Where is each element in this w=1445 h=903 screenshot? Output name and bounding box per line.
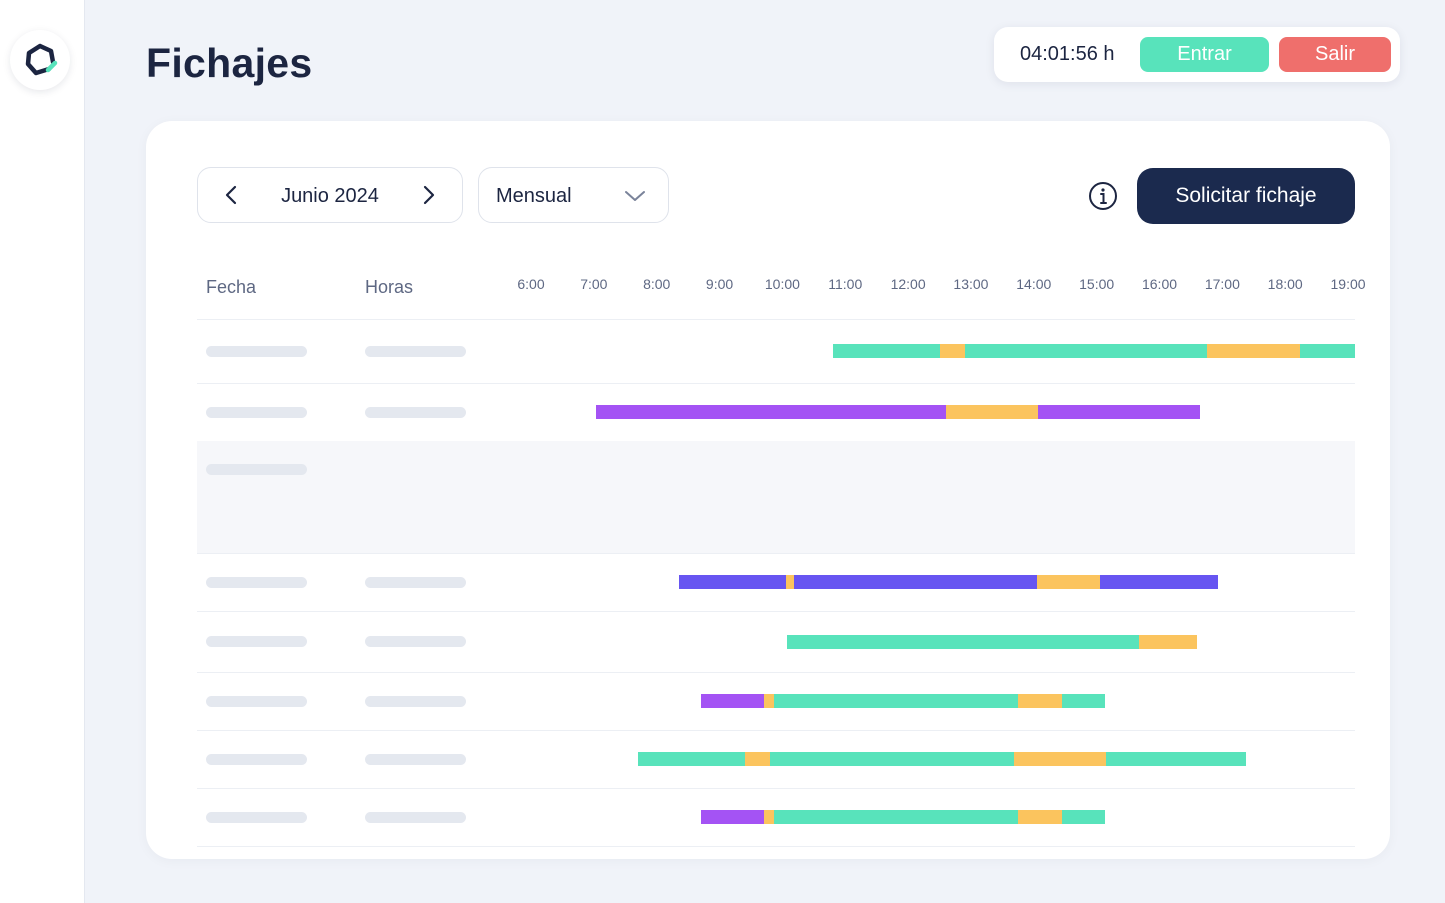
break-segment[interactable] <box>1206 344 1300 358</box>
hours-placeholder <box>365 345 466 357</box>
work-segment[interactable] <box>700 810 764 824</box>
chevron-left-icon[interactable] <box>220 183 244 207</box>
break-segment[interactable] <box>939 344 965 358</box>
hours-placeholder <box>365 636 466 647</box>
row-divider <box>197 383 1355 384</box>
work-segment[interactable] <box>678 575 786 589</box>
row-divider <box>197 730 1355 731</box>
month-label: Junio 2024 <box>281 185 379 207</box>
hours-placeholder <box>365 695 466 707</box>
clock-widget: 04:01:56 h Entrar Salir <box>994 27 1400 82</box>
app-logo-icon <box>25 43 58 76</box>
chevron-down-icon <box>625 191 645 201</box>
break-segment[interactable] <box>945 405 1039 419</box>
break-segment[interactable] <box>1018 810 1063 824</box>
work-segment[interactable] <box>637 752 745 766</box>
work-segment[interactable] <box>1038 405 1201 419</box>
row-divider <box>197 846 1355 847</box>
hour-label: 9:00 <box>705 276 734 292</box>
hour-label: 11:00 <box>828 276 863 292</box>
work-segment[interactable] <box>774 694 1019 708</box>
break-segment[interactable] <box>1013 752 1107 766</box>
break-segment[interactable] <box>744 752 770 766</box>
hour-label: 6:00 <box>517 276 545 292</box>
work-segment[interactable] <box>832 344 940 358</box>
row-divider <box>197 611 1355 612</box>
clock-out-button[interactable]: Salir <box>1279 37 1391 72</box>
work-segment[interactable] <box>1106 752 1247 766</box>
work-segment[interactable] <box>774 810 1019 824</box>
request-clocking-button[interactable]: Solicitar fichaje <box>1137 168 1355 224</box>
work-segment[interactable] <box>595 405 946 419</box>
hours-placeholder <box>365 811 466 823</box>
hour-label: 10:00 <box>764 276 800 292</box>
period-value: Mensual <box>496 185 572 207</box>
date-placeholder <box>206 345 307 357</box>
clock-in-button[interactable]: Entrar <box>1140 37 1269 72</box>
work-segment[interactable] <box>787 634 1139 649</box>
info-icon[interactable] <box>1088 181 1118 211</box>
weekend-row <box>197 497 1355 553</box>
hour-label: 17:00 <box>1204 276 1240 292</box>
date-placeholder <box>206 811 307 823</box>
column-header-hours: Horas <box>365 277 414 297</box>
work-segment[interactable] <box>769 752 1014 766</box>
hour-label: 19:00 <box>1330 276 1366 292</box>
date-placeholder <box>206 753 307 765</box>
row-divider <box>197 319 1355 320</box>
break-segment[interactable] <box>763 694 775 708</box>
date-placeholder <box>206 695 307 707</box>
break-segment[interactable] <box>1018 694 1063 708</box>
chevron-right-icon[interactable] <box>416 183 440 207</box>
hour-label: 13:00 <box>953 276 989 292</box>
hour-label: 18:00 <box>1267 276 1303 292</box>
month-navigator: Junio 2024 <box>197 167 463 223</box>
column-header-date: Fecha <box>206 277 257 297</box>
hours-placeholder <box>365 753 466 765</box>
sidebar <box>0 0 85 903</box>
elapsed-time: 04:01:56 h <box>1020 43 1115 65</box>
date-placeholder <box>206 406 307 418</box>
break-segment[interactable] <box>763 810 775 824</box>
work-segment[interactable] <box>793 575 1037 589</box>
date-placeholder <box>206 576 307 588</box>
row-divider <box>197 672 1355 673</box>
hour-label: 14:00 <box>1016 276 1052 292</box>
hour-label: 15:00 <box>1079 276 1115 292</box>
weekend-row <box>197 441 1355 497</box>
work-segment[interactable] <box>700 694 764 708</box>
work-segment[interactable] <box>1099 575 1218 589</box>
work-segment[interactable] <box>1062 694 1105 708</box>
timesheet-card: Junio 2024 Mensual Solicitar fichaje Fec… <box>146 121 1390 859</box>
work-segment[interactable] <box>1062 810 1105 824</box>
break-segment[interactable] <box>1036 575 1100 589</box>
date-placeholder <box>206 636 307 647</box>
hour-label: 16:00 <box>1141 276 1178 292</box>
row-divider <box>197 788 1355 789</box>
work-segment[interactable] <box>1299 344 1355 358</box>
break-segment[interactable] <box>1138 634 1198 649</box>
hours-placeholder <box>365 406 466 418</box>
page-title: Fichajes <box>146 40 313 86</box>
hour-label: 12:00 <box>890 276 926 292</box>
app-logo[interactable] <box>10 30 70 90</box>
row-divider <box>197 553 1355 554</box>
hour-label: 8:00 <box>643 276 671 292</box>
date-placeholder <box>206 463 307 475</box>
period-select[interactable]: Mensual <box>478 167 669 223</box>
work-segment[interactable] <box>964 344 1207 358</box>
break-segment[interactable] <box>785 575 794 589</box>
hours-placeholder <box>365 576 466 588</box>
hour-label: 7:00 <box>580 276 608 292</box>
